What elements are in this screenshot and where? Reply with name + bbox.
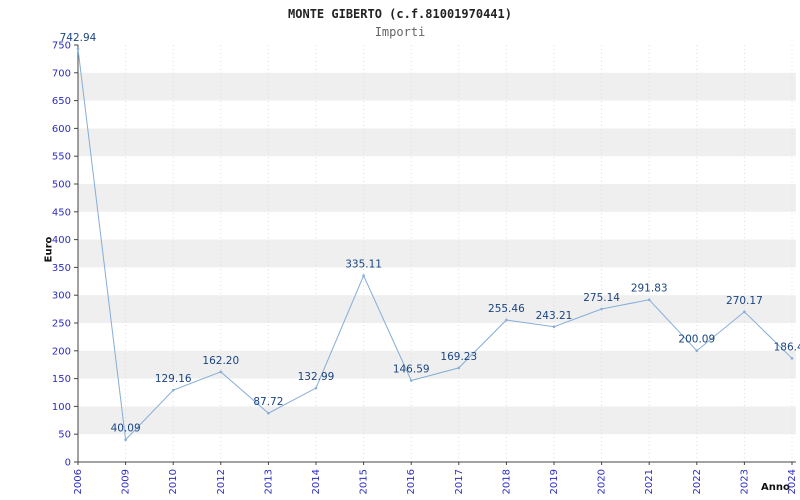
data-point	[124, 438, 127, 442]
x-tick-label: 2023	[739, 469, 750, 494]
y-tick-label: 100	[52, 402, 71, 413]
grid-band	[78, 72, 796, 101]
value-label: 275.14	[583, 292, 620, 304]
x-tick-label: 2016	[406, 469, 417, 494]
data-point	[219, 370, 223, 374]
value-label: 186.47	[774, 341, 800, 353]
x-tick-label: 2019	[549, 469, 560, 494]
x-tick-label: 2020	[597, 469, 608, 494]
value-label: 255.46	[488, 303, 525, 315]
grid-band	[78, 406, 796, 435]
y-tick-label: 350	[52, 263, 71, 274]
y-tick-label: 300	[52, 291, 71, 302]
x-tick-label: 2009	[121, 469, 132, 494]
x-tick-label: 2017	[454, 469, 465, 494]
y-tick-label: 50	[58, 430, 71, 441]
data-point	[743, 310, 746, 314]
value-label: 146.59	[393, 363, 430, 375]
value-label: 742.94	[60, 32, 97, 44]
value-label: 169.23	[440, 351, 477, 363]
y-tick-label: 600	[52, 124, 71, 135]
chart-title: MONTE GIBERTO (c.f.81001970441)	[288, 7, 512, 21]
data-point	[457, 366, 461, 370]
y-tick-label: 700	[52, 68, 71, 79]
data-line	[77, 48, 793, 441]
data-point	[76, 47, 80, 51]
data-point	[552, 325, 556, 329]
value-label: 162.20	[202, 355, 239, 367]
data-point	[790, 357, 794, 360]
grid-band	[78, 184, 796, 212]
value-label: 200.09	[678, 334, 715, 346]
y-tick-label: 150	[52, 374, 71, 385]
y-tick-label: 750	[52, 41, 71, 52]
data-point	[505, 318, 508, 322]
value-label: 270.17	[726, 295, 763, 307]
x-tick-label: 2024	[787, 469, 798, 494]
y-tick-label: 500	[52, 180, 71, 191]
data-point	[647, 298, 651, 302]
y-tick-label: 250	[52, 319, 71, 330]
grid-band	[78, 239, 796, 268]
grid-band	[78, 128, 796, 157]
value-label: 291.83	[631, 283, 668, 295]
y-tick-label: 400	[52, 235, 71, 246]
value-label: 40.09	[111, 423, 141, 435]
data-point	[171, 388, 175, 392]
data-point	[314, 386, 318, 390]
y-tick-label: 200	[52, 346, 71, 357]
value-label: 335.11	[345, 259, 382, 271]
x-tick-label: 2015	[359, 469, 370, 494]
x-tick-label: 2021	[644, 469, 655, 494]
data-point	[600, 307, 603, 311]
chart-subtitle: Importi	[374, 25, 426, 39]
y-tick-label: 0	[65, 458, 71, 469]
x-tick-label: 2010	[168, 469, 179, 494]
x-axis-label: Anno	[761, 482, 790, 493]
x-tick-label: 2022	[692, 469, 703, 494]
x-tick-label: 2006	[73, 469, 84, 494]
value-label: 129.16	[155, 373, 192, 385]
value-label: 87.72	[253, 396, 283, 408]
grid-band	[78, 295, 796, 323]
data-point	[362, 274, 365, 277]
value-label: 243.21	[536, 310, 573, 322]
y-tick-label: 650	[52, 96, 71, 107]
value-label: 132.99	[298, 371, 335, 383]
x-tick-label: 2012	[216, 469, 227, 494]
y-tick-label: 550	[52, 152, 71, 163]
data-point	[695, 349, 699, 353]
x-tick-label: 2018	[501, 469, 512, 494]
x-tick-label: 2013	[263, 469, 274, 494]
x-tick-label: 2014	[311, 469, 322, 494]
data-point	[409, 379, 413, 382]
data-point	[267, 411, 270, 415]
y-tick-label: 450	[52, 207, 71, 218]
